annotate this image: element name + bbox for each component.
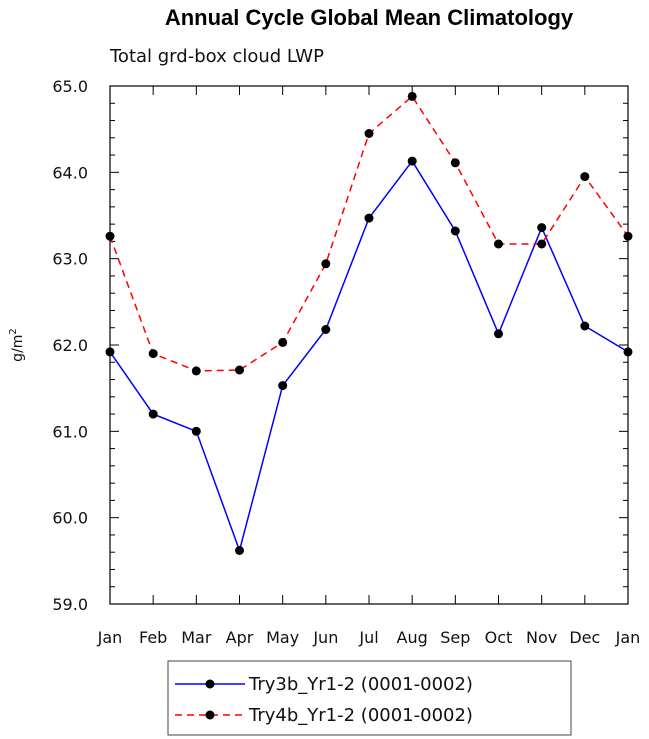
x-tick-label: Sep — [440, 628, 470, 647]
y-axis-label: g/m2 — [8, 328, 26, 362]
x-tick-label: May — [266, 628, 299, 647]
x-tick-label: Mar — [181, 628, 212, 647]
data-point-series-2 — [321, 259, 331, 269]
data-point-series-2 — [537, 239, 547, 249]
x-tick-label: Nov — [526, 628, 557, 647]
data-point-series-1 — [450, 226, 460, 236]
data-point-series-1 — [364, 213, 374, 223]
data-point-series-2 — [105, 231, 115, 241]
data-point-series-1 — [321, 325, 331, 334]
series-layer — [105, 91, 633, 555]
x-tick-label: Jan — [615, 628, 641, 647]
x-tick-label: Feb — [139, 628, 167, 647]
data-point-series-1 — [278, 381, 288, 391]
data-point-series-2 — [278, 337, 288, 347]
data-point-series-2 — [191, 366, 201, 376]
x-tick-label: Jul — [358, 628, 378, 647]
data-point-series-2 — [450, 158, 460, 168]
data-point-series-2 — [364, 129, 374, 138]
data-point-series-1 — [494, 329, 503, 339]
y-tick-label: 64.0 — [52, 163, 88, 182]
x-axis-ticks: Jan Feb Mar Apr May Jun Jul Aug Sep Oct Nov Dec Jan — [97, 86, 641, 647]
x-tick-label: Oct — [485, 628, 513, 647]
y-axis-label-superscript: 2 — [8, 328, 19, 334]
legend-label-series-2: Try4b_Yr1-2 (0001-0002) — [248, 705, 473, 726]
legend-marker-series-2 — [205, 710, 215, 720]
y-axis-ticks: 59.0 60.0 61.0 62.0 63.0 64.0 65.0 — [52, 77, 628, 614]
y-tick-label: 59.0 — [52, 595, 88, 614]
data-point-series-1 — [235, 546, 244, 555]
data-point-series-2 — [623, 231, 633, 241]
data-point-series-1 — [148, 409, 158, 419]
legend-marker-series-1 — [205, 679, 215, 689]
y-tick-label: 65.0 — [52, 77, 88, 96]
x-tick-label: Apr — [226, 628, 254, 647]
chart-subtitle: Total grd-box cloud LWP — [109, 46, 324, 67]
data-point-series-1 — [580, 321, 590, 331]
data-point-series-2 — [580, 172, 590, 182]
y-tick-label: 60.0 — [52, 509, 88, 528]
legend-label-series-1: Try3b_Yr1-2 (0001-0002) — [248, 674, 473, 695]
data-point-series-1 — [105, 347, 115, 357]
x-tick-label: Jan — [97, 628, 123, 647]
y-tick-label: 63.0 — [52, 250, 88, 269]
x-tick-label: Jun — [312, 628, 338, 647]
y-tick-label: 62.0 — [52, 336, 88, 355]
data-point-series-2 — [407, 91, 417, 101]
data-point-series-2 — [148, 349, 158, 359]
y-tick-label: 61.0 — [52, 422, 88, 441]
y-axis-label-unit: g/m — [10, 335, 26, 362]
legend: Try3b_Yr1-2 (0001-0002) Try4b_Yr1-2 (000… — [167, 660, 572, 736]
legend-box — [167, 660, 572, 736]
data-point-series-2 — [235, 365, 244, 375]
x-tick-label: Aug — [397, 628, 428, 647]
data-point-series-1 — [537, 223, 547, 233]
chart-title: Annual Cycle Global Mean Climatology — [165, 5, 574, 30]
plot-area — [109, 85, 629, 605]
data-point-series-1 — [191, 426, 201, 436]
x-tick-label: Dec — [569, 628, 600, 647]
data-point-series-2 — [494, 239, 503, 249]
data-point-series-1 — [623, 347, 633, 357]
data-point-series-1 — [407, 156, 417, 166]
